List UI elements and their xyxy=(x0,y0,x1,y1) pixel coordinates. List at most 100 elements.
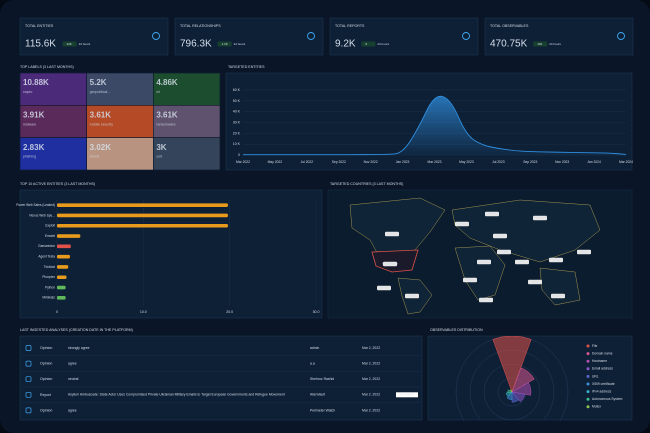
kpi-title: TOTAL ENTITIES xyxy=(25,24,54,28)
bar xyxy=(57,234,81,238)
legend-swatch xyxy=(586,359,590,363)
treemap-label: malware xyxy=(23,122,36,126)
row-icon xyxy=(25,345,32,351)
kpi-period: 24 hours xyxy=(79,42,91,46)
kpi-delta: 1.2K xyxy=(222,42,228,46)
section-title: TOP 10 ACTIVE ENTITIES (3 LAST MONTHS) xyxy=(20,182,95,186)
legend-swatch xyxy=(586,390,590,394)
legend-label: File xyxy=(592,344,597,348)
row-author: admin xyxy=(310,346,319,350)
treemap-cell xyxy=(19,137,87,171)
row-icon xyxy=(25,360,32,367)
bar xyxy=(57,265,69,269)
x-tick-label: 20.0 xyxy=(226,310,233,314)
treemap-cell xyxy=(153,105,221,138)
treemap-label: cert xyxy=(156,155,162,159)
x-tick-label: May 2022 xyxy=(268,160,283,164)
y-tick-label: Python xyxy=(45,285,55,289)
country-label: United States xyxy=(382,262,398,266)
legend-label: IPv4 address xyxy=(592,389,612,393)
polar-plot xyxy=(455,336,569,420)
y-tick-label: Agent Tesla xyxy=(38,254,55,258)
polar-wedge xyxy=(505,391,513,397)
treemap-value: 3.61K xyxy=(156,110,178,119)
row-name[interactable]: agree xyxy=(68,361,77,365)
legend-swatch xyxy=(586,352,590,356)
country-tag xyxy=(493,233,507,239)
row-type[interactable]: Opinion xyxy=(40,408,52,412)
marking-badge xyxy=(396,392,418,398)
kpi-delta-badge xyxy=(361,41,376,47)
marking-label: TLP:WHITE xyxy=(400,393,415,397)
row-type[interactable]: Opinion xyxy=(40,377,52,381)
row-name[interactable]: neutral xyxy=(68,377,79,381)
x-tick-label: Mar 2022 xyxy=(236,160,250,164)
x-tick-label: May 2023 xyxy=(459,160,474,164)
treemap-label: capec xyxy=(23,90,33,94)
treemap-cell xyxy=(19,105,87,138)
row-icon xyxy=(25,376,32,383)
country-label: India xyxy=(532,280,538,284)
row-type[interactable]: Opinion xyxy=(40,362,52,366)
y-tick-label: 50 K xyxy=(233,99,241,103)
country-label: China xyxy=(553,258,560,262)
country-label: Iran xyxy=(520,260,525,264)
x-tick-label: Sep 2022 xyxy=(332,160,346,164)
kpi-value: 9.2K xyxy=(335,39,356,50)
row-type[interactable]: Report xyxy=(40,393,51,397)
y-tick-label: Emotet xyxy=(45,234,55,238)
row-icon xyxy=(25,391,32,398)
polar-ring xyxy=(455,336,569,420)
x-tick-label: Jan 2023 xyxy=(396,160,410,164)
x-tick-label: Jul 2023 xyxy=(492,160,505,164)
country-label: Canada xyxy=(387,232,397,236)
x-tick-label: Nov 2023 xyxy=(555,160,569,164)
polar-wedge xyxy=(511,391,526,403)
y-tick-label: 60 K xyxy=(233,88,241,92)
country-tag xyxy=(377,285,391,291)
kpi-title: TOTAL RELATIONSHIPS xyxy=(180,24,221,28)
polar-wedge xyxy=(511,367,535,393)
legend-swatch xyxy=(586,367,590,371)
section-title: TOP LABELS (3 LAST MONTHS) xyxy=(20,65,74,69)
kpi-card xyxy=(19,17,169,56)
country-label: Finland xyxy=(488,212,497,216)
country-label: Egypt xyxy=(481,260,488,264)
kpi-icon xyxy=(462,32,470,40)
row-name[interactable]: agree xyxy=(68,408,77,412)
country-label: Nigeria xyxy=(466,278,475,282)
kpi-card xyxy=(174,17,324,56)
kpi-delta-badge xyxy=(217,41,232,47)
x-tick-label: Mar 2023 xyxy=(428,160,442,164)
bar xyxy=(57,244,71,249)
treemap-value: 3K xyxy=(156,143,166,152)
country-label: Iceland xyxy=(458,222,467,226)
kpi-delta: 102 xyxy=(537,42,542,46)
kpi-value: 796.3K xyxy=(180,39,212,50)
x-tick-label: 10.0 xyxy=(140,310,147,314)
country-tag xyxy=(455,221,469,227)
row-author: AlienVault xyxy=(310,393,325,397)
x-tick-label: Sep 2023 xyxy=(523,160,537,164)
row-name[interactable]: strongly agree xyxy=(68,346,90,350)
polar-wedge xyxy=(511,391,519,403)
treemap-cell xyxy=(153,137,221,171)
y-tick-label: 0 xyxy=(238,153,240,157)
kpi-value: 115.6K xyxy=(25,39,56,50)
legend-swatch xyxy=(586,397,590,401)
treemap-value: 3.02K xyxy=(90,143,112,152)
x-tick-label: Jan 2024 xyxy=(587,160,601,164)
bar xyxy=(57,275,67,280)
legend-swatch xyxy=(586,344,590,348)
country-tag xyxy=(477,259,491,265)
country-label: South Africa xyxy=(479,298,494,302)
area-line xyxy=(243,95,627,156)
row-author: Perimeter Watch xyxy=(310,408,335,412)
treemap-label: geopolitical... xyxy=(90,90,110,94)
legend-swatch xyxy=(586,374,590,378)
row-date: Mar 2, 2022 xyxy=(362,393,380,397)
row-name[interactable]: Asylum Ambuscade: State Actor Uses Compr… xyxy=(68,393,285,397)
kpi-delta: 9 xyxy=(365,42,367,46)
row-type[interactable]: Opinion xyxy=(40,346,52,350)
y-tick-label: Phorpiex xyxy=(42,275,55,279)
